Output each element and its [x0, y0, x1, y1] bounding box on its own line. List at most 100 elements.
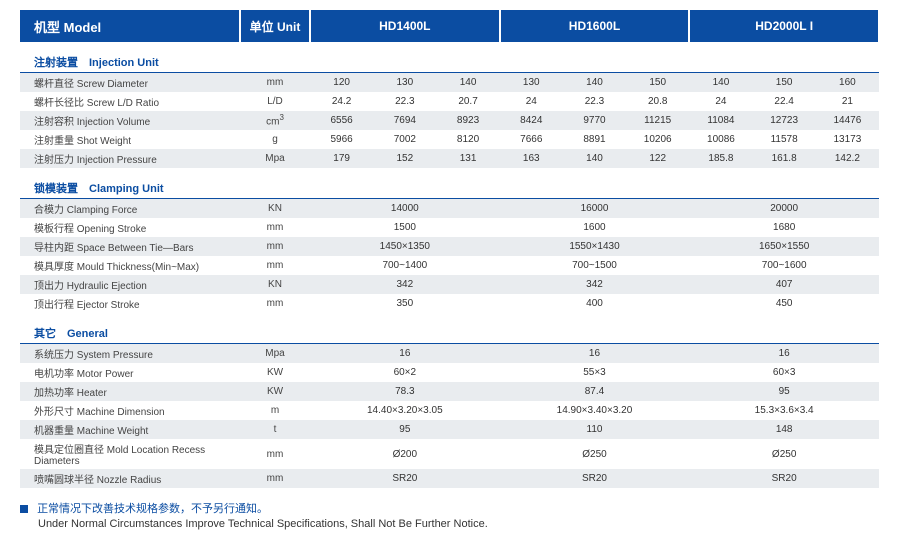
- row-unit: mm: [240, 439, 310, 469]
- cell-value: 22.4: [753, 92, 816, 111]
- row-unit: KW: [240, 363, 310, 382]
- cell-value: 60×3: [689, 363, 879, 382]
- row-label: 注射压力 Injection Pressure: [20, 149, 240, 168]
- row-unit: mm: [240, 469, 310, 488]
- cell-value: 450: [689, 294, 879, 313]
- table-row: 导柱内距 Space Between Tie—Barsmm1450×135015…: [20, 237, 879, 256]
- cell-value: 142.2: [816, 149, 879, 168]
- row-unit: m: [240, 401, 310, 420]
- row-unit: t: [240, 420, 310, 439]
- table-row: 模具厚度 Mould Thickness(Min~Max)mm700~14007…: [20, 256, 879, 275]
- cell-value: 14476: [816, 111, 879, 130]
- row-label: 螺杆长径比 Screw L/D Ratio: [20, 92, 240, 111]
- cell-value: 7002: [373, 130, 436, 149]
- section-title: 锁模装置 Clamping Unit: [20, 172, 879, 199]
- row-unit: mm: [240, 294, 310, 313]
- table-row: 加热功率 HeaterKW78.387.495: [20, 382, 879, 401]
- table-row: 注射压力 Injection PressureMpa17915213116314…: [20, 149, 879, 168]
- cell-value: 7694: [373, 111, 436, 130]
- header-model-0: HD1400L: [310, 10, 500, 42]
- row-label: 合模力 Clamping Force: [20, 199, 240, 219]
- row-label: 螺杆直径 Screw Diameter: [20, 73, 240, 93]
- row-unit: Mpa: [240, 149, 310, 168]
- row-label: 模板行程 Opening Stroke: [20, 218, 240, 237]
- cell-value: 342: [500, 275, 690, 294]
- cell-value: 16: [500, 344, 690, 364]
- cell-value: 55×3: [500, 363, 690, 382]
- table-row: 注射容积 Injection Volumecm36556769489238424…: [20, 111, 879, 130]
- cell-value: 161.8: [753, 149, 816, 168]
- table-row: 系统压力 System PressureMpa161616: [20, 344, 879, 364]
- cell-value: 110: [500, 420, 690, 439]
- cell-value: 13173: [816, 130, 879, 149]
- row-unit: g: [240, 130, 310, 149]
- header-model-label: 机型 Model: [20, 10, 240, 42]
- cell-value: 14.40×3.20×3.05: [310, 401, 500, 420]
- row-label: 喷嘴圆球半径 Nozzle Radius: [20, 469, 240, 488]
- cell-value: 24.2: [310, 92, 373, 111]
- cell-value: 148: [689, 420, 879, 439]
- cell-value: 140: [563, 73, 626, 93]
- table-row: 喷嘴圆球半径 Nozzle RadiusmmSR20SR20SR20: [20, 469, 879, 488]
- cell-value: 8120: [436, 130, 499, 149]
- table-row: 螺杆长径比 Screw L/D RatioL/D24.2 22.3 20.724 22…: [20, 92, 879, 111]
- row-unit: KW: [240, 382, 310, 401]
- cell-value: 24: [500, 92, 563, 111]
- row-unit: mm: [240, 237, 310, 256]
- cell-value: 95: [689, 382, 879, 401]
- row-unit: mm: [240, 73, 310, 93]
- cell-value: 95: [310, 420, 500, 439]
- cell-value: 87.4: [500, 382, 690, 401]
- spec-table: 机型 Model 单位 Unit HD1400L HD1600L HD2000L…: [20, 10, 880, 488]
- cell-value: 140: [689, 73, 752, 93]
- cell-value: 16: [689, 344, 879, 364]
- table-row: 机器重量 Machine Weightt95110148: [20, 420, 879, 439]
- cell-value: 21: [816, 92, 879, 111]
- cell-value: 350: [310, 294, 500, 313]
- cell-value: 60×2: [310, 363, 500, 382]
- cell-value: 5966: [310, 130, 373, 149]
- square-bullet-icon: [20, 505, 28, 513]
- cell-value: 11084: [689, 111, 752, 130]
- table-row: 模板行程 Opening Strokemm150016001680: [20, 218, 879, 237]
- cell-value: 130: [373, 73, 436, 93]
- cell-value: 22.3: [563, 92, 626, 111]
- cell-value: 185.8: [689, 149, 752, 168]
- cell-value: 12723: [753, 111, 816, 130]
- cell-value: 20.7: [436, 92, 499, 111]
- cell-value: 400: [500, 294, 690, 313]
- cell-value: 11578: [753, 130, 816, 149]
- cell-value: 7666: [500, 130, 563, 149]
- row-label: 顶出行程 Ejector Stroke: [20, 294, 240, 313]
- header-model-2: HD2000L I: [689, 10, 879, 42]
- row-label: 模具厚度 Mould Thickness(Min~Max): [20, 256, 240, 275]
- cell-value: 1550×1430: [500, 237, 690, 256]
- cell-value: 120: [310, 73, 373, 93]
- cell-value: 1450×1350: [310, 237, 500, 256]
- row-unit: KN: [240, 199, 310, 219]
- cell-value: 14.90×3.40×3.20: [500, 401, 690, 420]
- cell-value: 9770: [563, 111, 626, 130]
- cell-value: 15.3×3.6×3.4: [689, 401, 879, 420]
- cell-value: 78.3: [310, 382, 500, 401]
- cell-value: 131: [436, 149, 499, 168]
- cell-value: 179: [310, 149, 373, 168]
- row-unit: Mpa: [240, 344, 310, 364]
- cell-value: Ø200: [310, 439, 500, 469]
- row-label: 机器重量 Machine Weight: [20, 420, 240, 439]
- table-row: 注射重量 Shot Weightg59667002812076668891102…: [20, 130, 879, 149]
- cell-value: 1500: [310, 218, 500, 237]
- row-unit: KN: [240, 275, 310, 294]
- row-unit: L/D: [240, 92, 310, 111]
- cell-value: 14000: [310, 199, 500, 219]
- header-row: 机型 Model 单位 Unit HD1400L HD1600L HD2000L…: [20, 10, 879, 42]
- table-row: 电机功率 Motor PowerKW60×255×360×3: [20, 363, 879, 382]
- row-unit: cm3: [240, 111, 310, 130]
- table-row: 螺杆直径 Screw Diametermm1201301401301401501…: [20, 73, 879, 93]
- row-label: 外形尺寸 Machine Dimension: [20, 401, 240, 420]
- row-label: 模具定位圈直径 Mold Location Recess Diameters: [20, 439, 240, 469]
- cell-value: 700~1600: [689, 256, 879, 275]
- cell-value: 16000: [500, 199, 690, 219]
- row-label: 加热功率 Heater: [20, 382, 240, 401]
- row-label: 导柱内距 Space Between Tie—Bars: [20, 237, 240, 256]
